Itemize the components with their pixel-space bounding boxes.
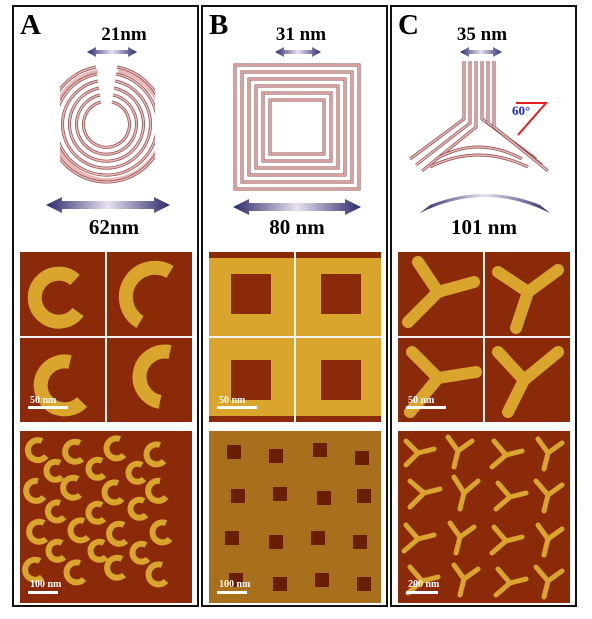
afm-zoom-image: [209, 252, 381, 422]
afm-zoom-image: [20, 252, 192, 422]
panel-letter: B: [209, 9, 229, 41]
panel-b: B 31 nm 80 nm 50 nm: [201, 5, 388, 607]
scale-label: 50 nm: [219, 395, 246, 406]
top-dimension-label: 21nm: [101, 24, 147, 45]
panel-a: A 21nm 62nm: [12, 5, 199, 607]
scale-bar: [406, 591, 438, 594]
afm-overview: 100 nm: [209, 431, 381, 603]
top-dimension-arrow: [87, 47, 137, 57]
bottom-dimension-arrow: [420, 194, 550, 213]
top-dimension-label: 31 nm: [275, 24, 327, 45]
panel-c: C 35 nm 60° 101 nm: [390, 5, 577, 607]
scale-bar: [217, 406, 257, 409]
three-arm-schematic: [409, 61, 549, 173]
scale-bar: [217, 591, 247, 594]
afm-zoom-grid: 50 nm: [398, 252, 570, 422]
top-dimension-label: 35 nm: [456, 24, 508, 45]
bottom-dimension-label: 80 nm: [269, 215, 325, 239]
top-dimension-arrow: [275, 47, 321, 57]
scale-bar: [28, 406, 68, 409]
bottom-dimension-label: 101 nm: [451, 215, 517, 239]
afm-zoom-grid: 50 nm: [20, 252, 192, 422]
afm-overview-image: [20, 431, 192, 603]
angle-mark: [516, 102, 549, 136]
afm-overview-image: [398, 431, 570, 603]
scale-bar: [406, 406, 446, 409]
bottom-dimension-arrow: [233, 199, 361, 215]
bottom-dimension-arrow: [46, 197, 170, 213]
square-frame-schematic: [233, 63, 361, 191]
open-ring-schematic: [60, 65, 155, 184]
top-dimension-arrow: [460, 47, 502, 57]
scale-bar: [28, 591, 58, 594]
angle-label: 60°: [512, 103, 531, 118]
scale-label: 100 nm: [219, 579, 251, 590]
panel-letter: A: [20, 9, 41, 41]
scale-label: 200 nm: [408, 579, 440, 590]
scale-label: 50 nm: [30, 395, 57, 406]
panel-letter: C: [398, 9, 419, 41]
scale-label: 50 nm: [408, 395, 435, 406]
afm-overview: 200 nm: [398, 431, 570, 603]
afm-zoom-image: [398, 252, 570, 422]
afm-overview: 100 nm: [20, 431, 192, 603]
scale-label: 100 nm: [30, 579, 62, 590]
bottom-dimension-label: 62nm: [88, 215, 140, 239]
afm-overview-image: [209, 431, 381, 603]
afm-zoom-grid: 50 nm: [209, 252, 381, 422]
